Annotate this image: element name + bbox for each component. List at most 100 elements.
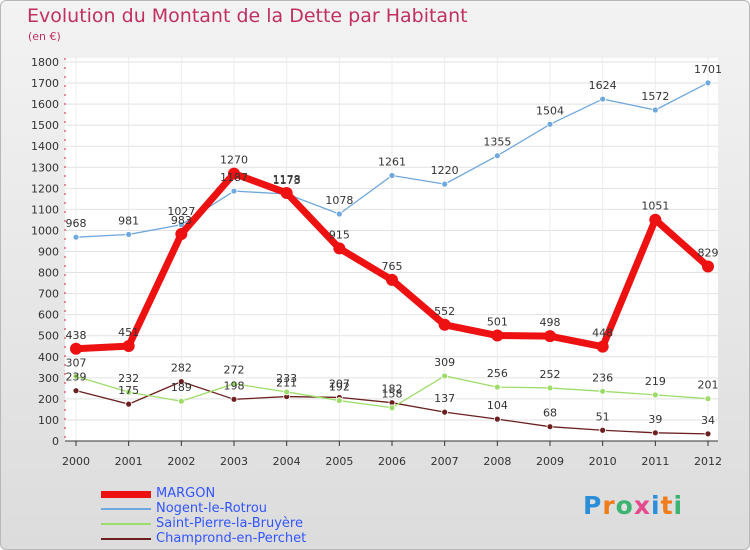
data-point bbox=[651, 391, 659, 399]
data-point bbox=[441, 408, 449, 416]
data-point bbox=[649, 213, 662, 226]
x-tick-label: 2007 bbox=[431, 455, 459, 468]
data-label: 1355 bbox=[483, 136, 511, 149]
data-point bbox=[280, 186, 293, 199]
data-label: 1261 bbox=[378, 155, 406, 168]
data-point bbox=[72, 372, 80, 380]
data-label: 829 bbox=[698, 246, 719, 259]
data-label: 501 bbox=[487, 316, 508, 329]
data-point bbox=[333, 242, 346, 255]
data-point bbox=[702, 260, 714, 273]
data-label: 189 bbox=[171, 381, 192, 394]
data-point bbox=[438, 318, 451, 331]
y-tick-label: 200 bbox=[38, 393, 59, 406]
data-point bbox=[122, 340, 135, 353]
y-tick-label: 1300 bbox=[31, 161, 59, 174]
y-tick-label: 700 bbox=[38, 288, 59, 301]
data-point bbox=[704, 79, 712, 87]
data-label: 307 bbox=[66, 356, 87, 369]
data-point bbox=[493, 383, 501, 391]
data-point bbox=[388, 404, 396, 412]
data-label: 252 bbox=[540, 368, 561, 381]
data-label: 981 bbox=[118, 214, 139, 227]
legend-swatch bbox=[101, 508, 151, 510]
data-point bbox=[493, 152, 501, 160]
data-point bbox=[283, 388, 291, 396]
data-point bbox=[125, 388, 133, 396]
logo-letter: i bbox=[673, 491, 684, 520]
data-label: 1078 bbox=[325, 194, 353, 207]
data-label: 552 bbox=[434, 305, 455, 318]
data-label: 104 bbox=[487, 399, 508, 412]
data-label: 968 bbox=[66, 217, 87, 230]
data-label: 438 bbox=[66, 329, 87, 342]
data-label: 1187 bbox=[220, 171, 248, 184]
legend-label: Saint-Pierre-la-Bruyère bbox=[156, 516, 303, 531]
data-point bbox=[704, 430, 712, 438]
data-label: 1173 bbox=[273, 174, 301, 187]
data-point bbox=[177, 378, 185, 386]
y-tick-label: 1700 bbox=[31, 77, 59, 90]
y-tick-label: 900 bbox=[38, 246, 59, 259]
data-point bbox=[491, 329, 504, 342]
y-tick-label: 0 bbox=[52, 435, 59, 448]
y-tick-label: 400 bbox=[38, 351, 59, 364]
y-tick-label: 600 bbox=[38, 309, 59, 322]
data-point bbox=[651, 106, 659, 114]
data-point bbox=[335, 210, 343, 218]
data-point bbox=[72, 233, 80, 241]
data-point bbox=[388, 172, 396, 179]
data-point bbox=[441, 180, 449, 188]
data-label: 201 bbox=[698, 379, 719, 392]
data-label: 39 bbox=[648, 413, 662, 426]
data-label: 309 bbox=[434, 356, 455, 369]
data-point bbox=[177, 397, 185, 405]
data-point bbox=[493, 415, 501, 423]
x-tick-label: 2011 bbox=[641, 455, 669, 468]
legend-label: MARGON bbox=[156, 486, 216, 501]
data-label: 1178 bbox=[273, 173, 301, 186]
data-point bbox=[70, 342, 82, 355]
logo-letter: o bbox=[615, 491, 634, 520]
data-label: 137 bbox=[434, 392, 455, 405]
y-tick-label: 1500 bbox=[31, 119, 59, 132]
data-label: 1051 bbox=[641, 200, 669, 213]
data-label: 1504 bbox=[536, 104, 564, 117]
data-point bbox=[177, 221, 185, 229]
y-tick-label: 1200 bbox=[31, 182, 59, 195]
chart-title: Evolution du Montant de la Dette par Hab… bbox=[27, 5, 468, 27]
data-label: 198 bbox=[224, 379, 245, 392]
x-tick-label: 2003 bbox=[220, 455, 248, 468]
x-tick-label: 2002 bbox=[167, 455, 195, 468]
data-label: 219 bbox=[645, 375, 666, 388]
data-point bbox=[544, 330, 556, 343]
data-label: 233 bbox=[276, 372, 297, 385]
x-tick-label: 2012 bbox=[694, 455, 722, 468]
logo-letter: x bbox=[633, 491, 651, 520]
logo-letter: r bbox=[602, 491, 616, 520]
x-tick-label: 2009 bbox=[536, 455, 564, 468]
data-label: 1220 bbox=[431, 164, 459, 177]
y-tick-label: 100 bbox=[38, 414, 59, 427]
legend-label: Champrond-en-Perchet bbox=[156, 531, 307, 546]
legend-label: Nogent-le-Rotrou bbox=[156, 501, 268, 516]
data-label: 236 bbox=[592, 371, 613, 384]
data-label: 68 bbox=[543, 407, 557, 420]
data-label: 34 bbox=[701, 414, 715, 427]
data-point bbox=[546, 384, 554, 392]
x-tick-label: 2004 bbox=[273, 455, 301, 468]
data-point bbox=[651, 429, 659, 437]
data-point bbox=[175, 228, 188, 241]
data-point bbox=[230, 395, 238, 403]
data-label: 765 bbox=[382, 260, 403, 273]
data-label: 448 bbox=[592, 327, 613, 340]
data-label: 256 bbox=[487, 367, 508, 380]
data-point bbox=[230, 380, 238, 388]
data-point bbox=[546, 120, 554, 128]
logo-letter: t bbox=[660, 491, 674, 520]
data-point bbox=[704, 395, 712, 403]
data-point bbox=[599, 426, 607, 434]
data-point bbox=[125, 400, 133, 408]
